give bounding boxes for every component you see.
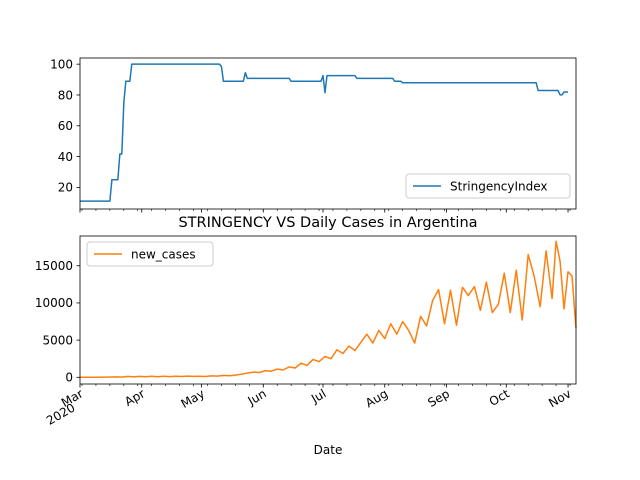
x-tick-label: Jul	[308, 386, 328, 406]
stringency-y-tick-label: 20	[58, 181, 73, 195]
stringency-series-line	[80, 63, 569, 202]
stringency-y-tick-label: 100	[50, 57, 73, 71]
cases-axes-frame	[79, 235, 577, 385]
cases-legend: new_cases	[86, 241, 214, 267]
cases-y-axis: 0 5000 10000 15000	[35, 259, 80, 385]
cases-subplot: STRINGENCY VS Daily Cases in Argentina 0…	[35, 215, 577, 457]
cases-plot-area	[79, 240, 577, 379]
cases-series-line	[79, 240, 577, 379]
cases-y-tick-label: 15000	[35, 259, 73, 273]
cases-legend-box	[86, 241, 214, 267]
stringency-y-axis: 20 40 60 80 100	[50, 57, 80, 195]
stringency-axes-frame	[79, 57, 577, 210]
chart-title: STRINGENCY VS Daily Cases in Argentina	[178, 215, 477, 231]
stringency-subplot: 20 40 60 80 100 StringencyIndex	[50, 57, 577, 213]
stringency-y-tick-label: 40	[58, 150, 73, 164]
x-axis-title: Date	[314, 443, 343, 457]
stringency-legend-label: StringencyIndex	[450, 179, 548, 193]
stringency-legend-box	[405, 173, 571, 199]
cases-y-tick-label: 10000	[35, 296, 73, 310]
stringency-legend: StringencyIndex	[405, 173, 571, 199]
stringency-y-tick-label: 80	[58, 88, 73, 102]
stringency-plot-area	[80, 63, 569, 202]
stringency-y-tick-label: 60	[58, 119, 73, 133]
cases-y-tick-label: 5000	[42, 333, 73, 347]
cases-legend-label: new_cases	[131, 247, 196, 261]
cases-y-tick-label: 0	[65, 371, 73, 385]
